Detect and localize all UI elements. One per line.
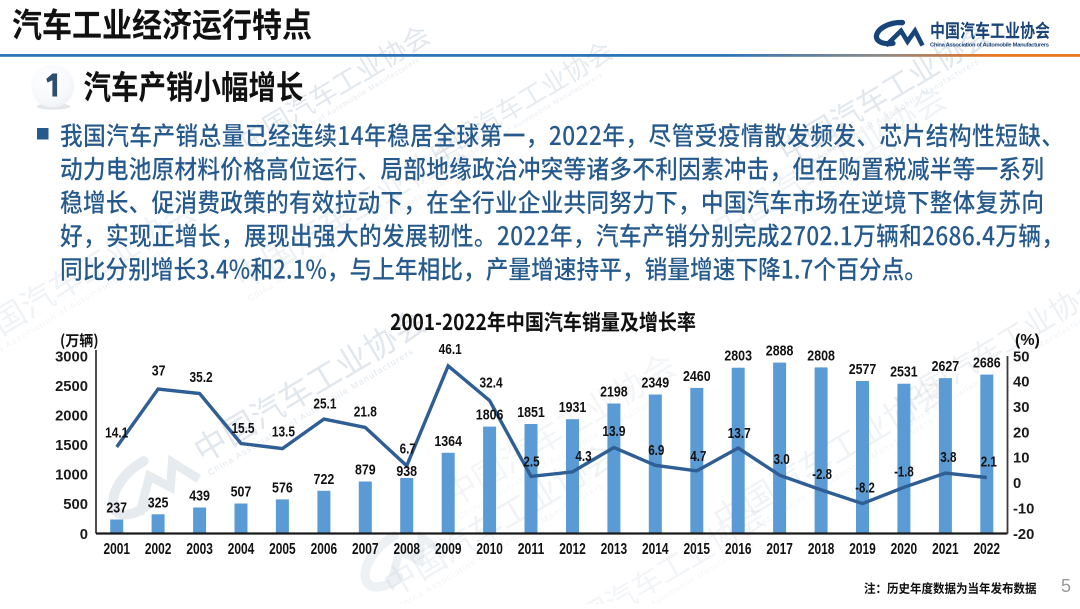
svg-text:4.3: 4.3 [575, 449, 591, 465]
svg-text:2009: 2009 [435, 541, 462, 558]
svg-text:2014: 2014 [642, 541, 669, 558]
svg-text:21.8: 21.8 [354, 405, 377, 421]
svg-text:China Association of Automobil: China Association of Automobile Manufact… [930, 43, 1049, 49]
svg-text:2531: 2531 [890, 365, 918, 381]
svg-text:3.8: 3.8 [940, 450, 956, 466]
svg-text:6.9: 6.9 [648, 443, 664, 459]
svg-text:2021: 2021 [932, 541, 959, 558]
svg-text:2577: 2577 [849, 362, 877, 378]
svg-text:2003: 2003 [186, 541, 213, 558]
svg-text:(%): (%) [1015, 332, 1040, 349]
svg-text:-8.2: -8.2 [855, 481, 875, 497]
svg-text:15.5: 15.5 [231, 421, 254, 437]
svg-text:2627: 2627 [932, 359, 960, 375]
svg-text:2808: 2808 [807, 348, 835, 364]
svg-text:1931: 1931 [559, 400, 587, 416]
svg-text:50: 50 [1013, 349, 1029, 365]
svg-text:2006: 2006 [311, 541, 338, 558]
svg-text:1500: 1500 [55, 438, 88, 454]
svg-text:35.2: 35.2 [190, 370, 213, 386]
svg-text:2198: 2198 [600, 385, 628, 401]
svg-text:14.1: 14.1 [105, 426, 128, 442]
svg-text:20: 20 [1013, 425, 1029, 441]
svg-text:2500: 2500 [55, 379, 88, 395]
svg-text:2460: 2460 [683, 369, 711, 385]
svg-text:2803: 2803 [724, 349, 752, 365]
svg-text:2018: 2018 [808, 541, 835, 558]
svg-text:2008: 2008 [393, 541, 420, 558]
svg-text:507: 507 [231, 485, 252, 501]
svg-text:2.1: 2.1 [981, 455, 997, 471]
svg-text:2001: 2001 [103, 541, 130, 558]
svg-text:2007: 2007 [352, 541, 379, 558]
svg-text:1851: 1851 [517, 405, 545, 421]
svg-text:6.7: 6.7 [400, 442, 416, 458]
svg-text:-10: -10 [1013, 501, 1034, 517]
svg-text:2010: 2010 [476, 541, 503, 558]
svg-text:2016: 2016 [725, 541, 752, 558]
svg-text:325: 325 [148, 495, 169, 511]
svg-text:25.1: 25.1 [313, 397, 336, 413]
svg-text:2005: 2005 [269, 541, 296, 558]
svg-text:1000: 1000 [55, 468, 88, 484]
svg-text:40: 40 [1013, 375, 1029, 391]
svg-text:1806: 1806 [476, 408, 504, 424]
svg-text:576: 576 [272, 480, 293, 496]
svg-text:30: 30 [1013, 400, 1029, 416]
svg-text:2.5: 2.5 [523, 454, 539, 470]
svg-text:2888: 2888 [766, 344, 794, 360]
svg-text:-1.8: -1.8 [894, 464, 914, 480]
svg-text:-20: -20 [1013, 527, 1034, 543]
svg-text:2011: 2011 [518, 541, 545, 558]
svg-text:13.7: 13.7 [728, 426, 751, 442]
svg-text:879: 879 [355, 463, 376, 479]
svg-text:13.9: 13.9 [602, 424, 625, 440]
svg-text:2017: 2017 [766, 541, 793, 558]
svg-text:2020: 2020 [891, 541, 918, 558]
svg-text:3.0: 3.0 [774, 452, 790, 468]
svg-text:2000: 2000 [55, 409, 88, 425]
svg-text:2022: 2022 [974, 541, 1001, 558]
svg-text:46.1: 46.1 [439, 342, 462, 358]
svg-text:4.7: 4.7 [690, 449, 706, 465]
svg-text:0: 0 [1013, 476, 1021, 492]
svg-text:2349: 2349 [642, 376, 670, 392]
svg-text:32.4: 32.4 [480, 376, 504, 392]
svg-text:37: 37 [152, 364, 166, 380]
svg-text:2686: 2686 [973, 356, 1001, 372]
svg-text:2015: 2015 [684, 541, 711, 558]
svg-text:2004: 2004 [228, 541, 255, 558]
svg-text:2019: 2019 [849, 541, 876, 558]
svg-text:1364: 1364 [434, 434, 462, 450]
svg-text:13.5: 13.5 [272, 425, 295, 441]
svg-text:2002: 2002 [145, 541, 172, 558]
svg-text:0: 0 [80, 527, 88, 543]
svg-text:2013: 2013 [601, 541, 628, 558]
svg-text:2012: 2012 [559, 541, 586, 558]
svg-text:5: 5 [1061, 576, 1071, 596]
svg-text:722: 722 [314, 472, 335, 488]
svg-text:237: 237 [106, 501, 127, 517]
svg-text:3000: 3000 [55, 349, 88, 365]
svg-text:439: 439 [189, 489, 210, 505]
svg-text:10: 10 [1013, 451, 1029, 467]
svg-text:500: 500 [63, 497, 88, 513]
svg-text:-2.8: -2.8 [812, 467, 832, 483]
svg-text:938: 938 [396, 464, 417, 480]
